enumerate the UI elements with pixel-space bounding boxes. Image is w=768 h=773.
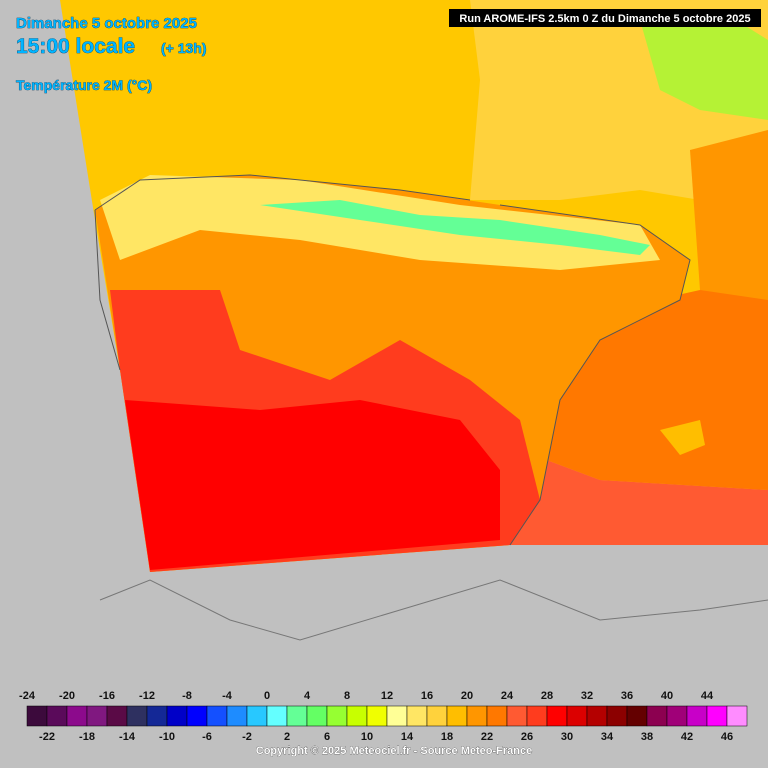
legend-label: 22 <box>481 731 493 743</box>
legend-label: -18 <box>79 731 95 743</box>
legend-swatch <box>226 705 248 727</box>
legend-swatch <box>466 705 488 727</box>
lead: (+ 13h) <box>161 40 207 56</box>
alps-cool <box>640 10 768 120</box>
legend-swatch <box>486 705 508 727</box>
legend-label: -10 <box>159 731 175 743</box>
legend-swatch <box>206 705 228 727</box>
legend-label: -24 <box>19 690 36 702</box>
legend-label: 16 <box>421 690 433 702</box>
legend-swatch <box>666 705 688 727</box>
legend-label: 8 <box>344 690 350 702</box>
legend-swatch <box>426 705 448 727</box>
legend-swatch <box>446 705 468 727</box>
legend-label: -22 <box>39 731 55 743</box>
coastline <box>94 174 691 546</box>
run-info: Run AROME-IFS 2.5km 0 Z du Dimanche 5 oc… <box>459 13 750 25</box>
balearic <box>660 420 705 455</box>
legend-swatch <box>566 705 588 727</box>
legend-label: -12 <box>139 690 155 702</box>
legend-label: 26 <box>521 731 533 743</box>
legend-label: 12 <box>381 690 393 702</box>
legend-swatch <box>506 705 528 727</box>
legend-swatch <box>186 705 208 727</box>
legend-label: 40 <box>661 690 673 702</box>
mountain-cool <box>260 200 650 255</box>
legend-label: -6 <box>202 731 212 743</box>
legend-swatch <box>626 705 648 727</box>
legend-label: 44 <box>701 690 714 702</box>
legend-label: 28 <box>541 690 553 702</box>
legend-swatch <box>266 705 288 727</box>
legend-swatch <box>366 705 388 727</box>
legend-swatch <box>546 705 568 727</box>
legend-label: -8 <box>182 690 192 702</box>
legend-label: -14 <box>119 731 136 743</box>
legend-swatch <box>166 705 188 727</box>
legend-swatch <box>646 705 668 727</box>
legend-label: 4 <box>304 690 311 702</box>
legend-swatch <box>686 705 708 727</box>
africa-coast <box>99 579 768 641</box>
run-box <box>449 9 761 27</box>
legend-label: -4 <box>222 690 233 702</box>
legend-swatch <box>46 705 68 727</box>
legend-swatch <box>66 705 88 727</box>
legend-label: 14 <box>401 731 414 743</box>
legend-label: 32 <box>581 690 593 702</box>
legend-swatch <box>706 705 728 727</box>
time: 15:00 locale <box>16 35 135 58</box>
legend-label: 20 <box>461 690 473 702</box>
south-hot <box>125 400 500 570</box>
legend-label: 46 <box>721 731 733 743</box>
copyright: Copyright © 2025 Meteociel.fr - Source M… <box>256 745 532 757</box>
legend-swatch <box>406 705 428 727</box>
legend-swatch <box>126 705 148 727</box>
legend-label: -2 <box>242 731 252 743</box>
legend-label: 0 <box>264 690 270 702</box>
legend-swatch <box>606 705 628 727</box>
legend-label: 18 <box>441 731 453 743</box>
legend-swatch <box>146 705 168 727</box>
legend-swatch <box>526 705 548 727</box>
legend-label: 6 <box>324 731 330 743</box>
legend-label: 30 <box>561 731 573 743</box>
legend-label: 36 <box>621 690 633 702</box>
legend-swatch <box>246 705 268 727</box>
legend-label: 10 <box>361 731 373 743</box>
parameter: Température 2M (°C) <box>16 77 152 93</box>
legend-label: 2 <box>284 731 290 743</box>
legend-swatch <box>586 705 608 727</box>
legend-swatch <box>106 705 128 727</box>
rhone-warm <box>690 130 768 320</box>
sea-south <box>510 450 768 545</box>
date: Dimanche 5 octobre 2025 <box>16 15 197 32</box>
legend-swatch <box>346 705 368 727</box>
legend-swatch <box>326 705 348 727</box>
legend-swatch <box>86 705 108 727</box>
legend-label: 34 <box>601 731 614 743</box>
legend-label: 42 <box>681 731 693 743</box>
legend-swatch <box>26 705 48 727</box>
legend-label: 38 <box>641 731 653 743</box>
legend-swatch <box>286 705 308 727</box>
legend-label: -20 <box>59 690 75 702</box>
legend-swatch <box>726 705 748 727</box>
legend-swatch <box>306 705 328 727</box>
legend-swatch <box>386 705 408 727</box>
legend-label: 24 <box>501 690 514 702</box>
legend-label: -16 <box>99 690 115 702</box>
